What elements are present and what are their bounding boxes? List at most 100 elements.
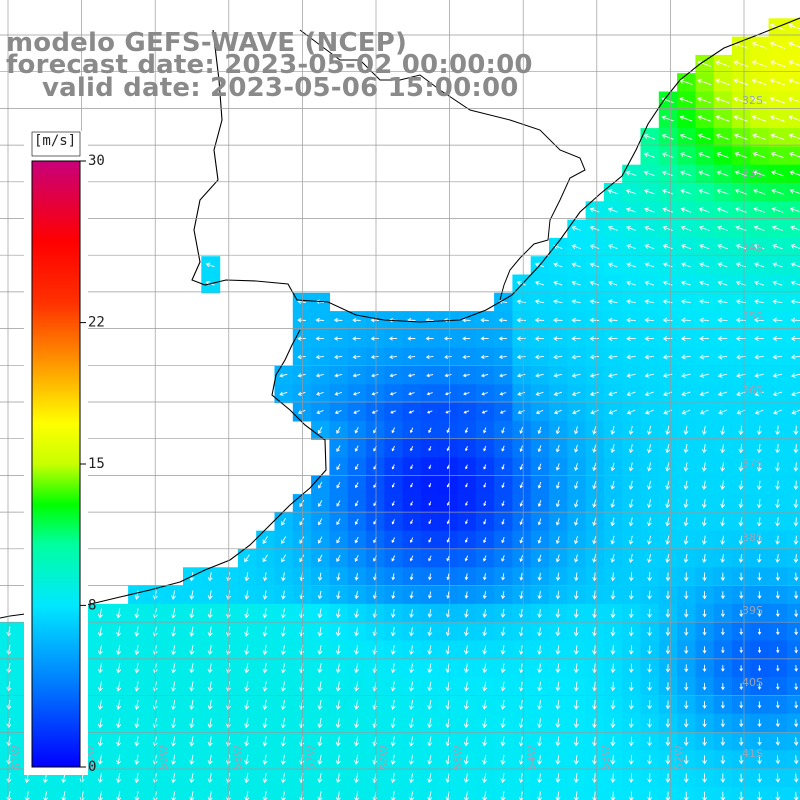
wind-arrow (483, 501, 487, 507)
wind-arrow (757, 591, 762, 600)
wind-arrow (665, 682, 671, 692)
colorbar-tick-label: 8 (88, 597, 96, 613)
wind-arrow (757, 737, 762, 746)
wind-arrow (702, 664, 707, 673)
wind-arrow (534, 317, 545, 323)
wind-arrow (483, 519, 487, 525)
wind-arrow (427, 699, 433, 710)
wind-arrow (244, 791, 250, 800)
wind-arrow (790, 336, 800, 342)
wind-arrow (317, 663, 323, 674)
wind-arrow (717, 372, 728, 378)
wind-arrow (592, 517, 597, 527)
wind-arrow (662, 354, 673, 360)
wind-arrow (555, 518, 560, 526)
wind-arrow (317, 572, 323, 582)
wind-arrow (426, 392, 433, 396)
wind-arrow (776, 665, 780, 672)
wind-speed-cell (786, 530, 800, 550)
wind-arrow (665, 425, 671, 436)
wind-arrow (702, 590, 707, 600)
wind-arrow (769, 78, 786, 86)
wind-arrow (680, 188, 692, 195)
wind-speed-cell (786, 786, 800, 800)
wind-arrow (518, 791, 524, 800)
wind-arrow (628, 590, 634, 600)
wind-arrow (463, 718, 469, 729)
wind-arrow (390, 645, 396, 655)
wind-arrow (335, 626, 341, 637)
wind-arrow (481, 410, 488, 414)
wind-arrow (481, 392, 488, 396)
wind-arrow (553, 336, 563, 341)
wind-arrow (443, 336, 452, 341)
wind-arrow (354, 736, 360, 747)
wind-arrow (702, 646, 707, 654)
wind-speed-cell (786, 567, 800, 587)
wind-arrow (610, 572, 616, 582)
wind-arrow (244, 699, 250, 711)
wind-arrow (407, 354, 416, 360)
wind-arrow (279, 373, 288, 378)
wind-arrow (610, 590, 616, 600)
wind-arrow (408, 681, 415, 692)
wind-arrow (519, 572, 524, 581)
wind-arrow (189, 718, 195, 729)
wind-arrow (444, 373, 452, 378)
wind-arrow (702, 609, 707, 618)
wind-arrow (571, 354, 581, 360)
wind-arrow (788, 96, 800, 103)
wind-arrow (775, 701, 780, 709)
wind-arrow (592, 572, 597, 582)
wind-arrow (644, 189, 655, 195)
wind-arrow (500, 754, 506, 765)
colorbar-tick-label: 0 (88, 759, 96, 775)
wind-arrow (739, 683, 743, 691)
wind-arrow (589, 244, 600, 250)
wind-arrow (446, 537, 450, 543)
wind-arrow (793, 535, 799, 545)
wind-arrow (592, 481, 597, 490)
wind-arrow (592, 700, 598, 710)
wind-arrow (555, 718, 561, 729)
wind-arrow (446, 519, 450, 525)
wind-arrow (770, 133, 785, 141)
wind-arrow (647, 608, 652, 619)
wind-arrow (756, 444, 762, 454)
wind-arrow (281, 554, 287, 563)
wind-arrow (571, 336, 581, 341)
wind-arrow (444, 392, 452, 396)
wind-arrow (555, 463, 560, 471)
wind-arrow (571, 262, 581, 268)
longitude-label: 58W (231, 745, 244, 770)
wind-arrow (662, 170, 674, 177)
latitude-label: 41S (742, 747, 763, 760)
wind-arrow (281, 590, 286, 600)
latitude-label: 32S (742, 94, 763, 107)
wind-arrow (754, 317, 765, 323)
wind-arrow (483, 427, 487, 434)
wind-arrow (465, 482, 468, 488)
wind-arrow (244, 773, 250, 784)
wind-arrow (501, 573, 506, 581)
wind-arrow (589, 373, 599, 378)
wind-arrow (698, 207, 710, 213)
wind-arrow (244, 736, 250, 747)
wind-arrow (756, 480, 762, 491)
wind-arrow (426, 373, 434, 378)
wind-arrow (480, 318, 489, 323)
wind-arrow (610, 791, 616, 800)
wind-arrow (791, 391, 800, 397)
wind-arrow (716, 188, 729, 195)
wind-arrow (317, 426, 323, 434)
wind-arrow (753, 207, 765, 213)
wind-arrow (407, 336, 416, 341)
wind-arrow (751, 41, 767, 49)
wind-arrow (116, 663, 122, 674)
wind-arrow (665, 718, 671, 728)
wind-arrow (589, 391, 599, 397)
wind-speed-cell (786, 622, 800, 642)
wind-arrow (679, 152, 692, 159)
wind-arrow (244, 572, 250, 582)
wind-arrow (354, 536, 359, 544)
